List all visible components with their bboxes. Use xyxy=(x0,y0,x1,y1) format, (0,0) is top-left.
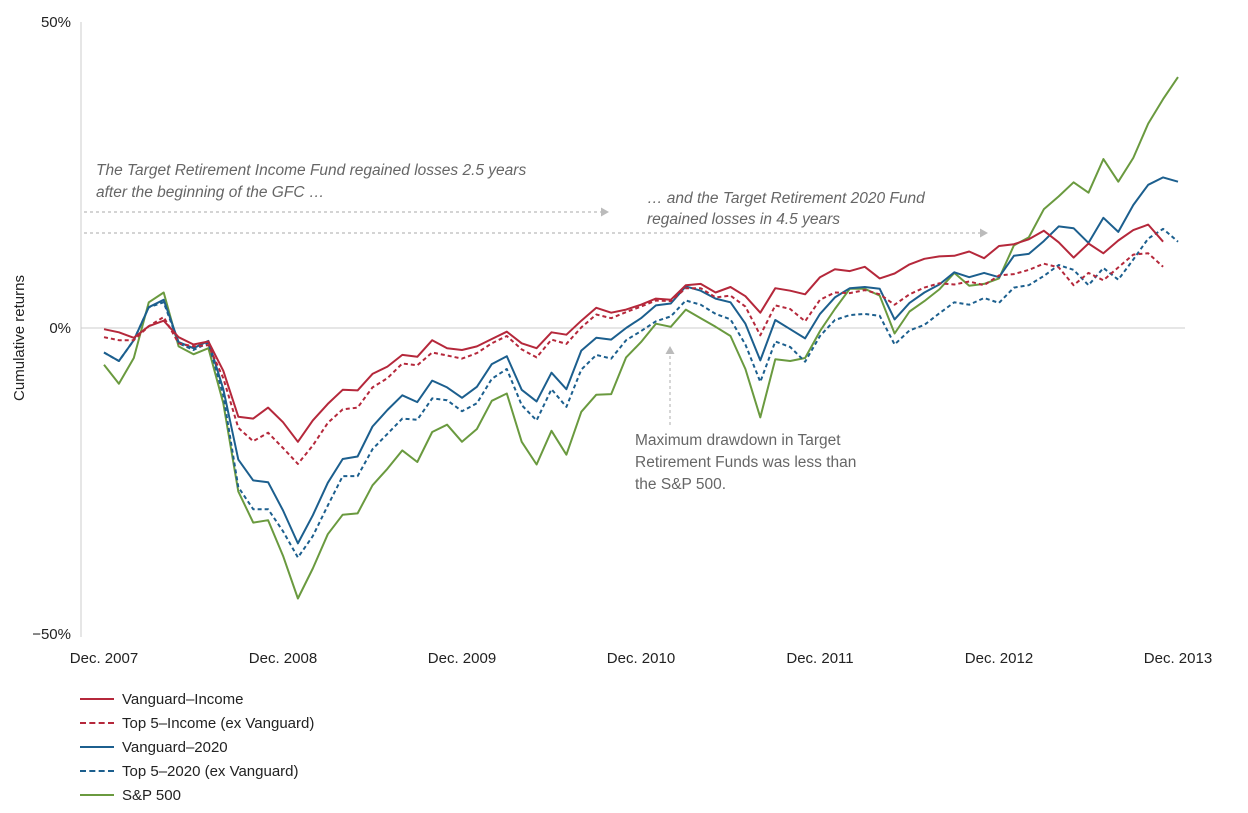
legend-swatch-top5-2020 xyxy=(80,770,114,772)
t2020-recovery-arrowhead xyxy=(980,228,988,238)
x-tick-label: Dec. 2012 xyxy=(965,650,1033,667)
drawdown-arrowhead xyxy=(665,346,675,354)
x-tick-label: Dec. 2013 xyxy=(1144,650,1212,667)
x-tick-label: Dec. 2011 xyxy=(786,650,853,667)
series-line-top-5-2020-ex-vanguard xyxy=(103,227,1179,559)
annotations: The Target Retirement Income Fund regain… xyxy=(96,162,926,493)
series-line-top-5-income-ex-vanguard xyxy=(103,252,1164,465)
legend-item-vanguard-income: Vanguard–Income xyxy=(80,687,314,711)
series-group xyxy=(103,76,1179,600)
line-chart: 50%0%−50% Dec. 2007 Dec. 2008 Dec. 2009 Dec… xyxy=(11,14,1212,667)
drawdown-annotation-line-3: the S&P 500. xyxy=(635,476,726,493)
drawdown-annotation-line-2: Retirement Funds was less than xyxy=(635,454,856,471)
x-tick-labels: Dec. 2007 Dec. 2008 Dec. 2009 Dec. 2010 Dec.… xyxy=(70,650,1212,667)
income-annotation-line-2: after the beginning of the GFC … xyxy=(96,184,324,201)
legend-label-top5-2020: Top 5–2020 (ex Vanguard) xyxy=(122,762,299,780)
series-line-vanguard-2020 xyxy=(103,176,1179,545)
income-annotation-line-1: The Target Retirement Income Fund regain… xyxy=(96,162,526,179)
legend-label-vanguard-income: Vanguard–Income xyxy=(122,690,244,708)
legend-swatch-sp500 xyxy=(80,794,114,796)
t2020-annotation-line-2: regained losses in 4.5 years xyxy=(647,211,840,228)
series-line-s-p-500 xyxy=(103,76,1179,600)
y-tick-labels: 50% 0% −50% xyxy=(32,14,71,643)
legend-label-top5-income: Top 5–Income (ex Vanguard) xyxy=(122,714,315,732)
income-recovery-arrowhead xyxy=(601,207,609,217)
y-tick-label: 50% xyxy=(41,14,71,31)
legend-swatch-top5-income xyxy=(80,722,114,724)
x-tick-label: Dec. 2007 xyxy=(70,650,138,667)
chart-axes xyxy=(80,22,1185,637)
y-tick-label: 0% xyxy=(49,320,71,337)
x-tick-label: Dec. 2010 xyxy=(607,650,675,667)
x-tick-label: Dec. 2008 xyxy=(249,650,317,667)
legend-swatch-vanguard-2020 xyxy=(80,746,114,748)
drawdown-annotation-line-1: Maximum drawdown in Target xyxy=(635,432,841,449)
legend-item-top5-income: Top 5–Income (ex Vanguard) xyxy=(80,711,314,735)
t2020-annotation-line-1: … and the Target Retirement 2020 Fund xyxy=(647,190,926,207)
x-tick-label: Dec. 2009 xyxy=(428,650,496,667)
legend-label-sp500: S&P 500 xyxy=(122,786,181,804)
series-line-vanguard-income xyxy=(103,223,1164,443)
annotation-arrows xyxy=(84,207,988,425)
legend-item-sp500: S&P 500 xyxy=(80,783,314,807)
legend-item-vanguard-2020: Vanguard–2020 xyxy=(80,735,314,759)
legend: Vanguard–Income Top 5–Income (ex Vanguar… xyxy=(80,687,314,807)
y-tick-label: −50% xyxy=(32,626,71,643)
legend-label-vanguard-2020: Vanguard–2020 xyxy=(122,738,228,756)
legend-item-top5-2020: Top 5–2020 (ex Vanguard) xyxy=(80,759,314,783)
legend-swatch-vanguard-income xyxy=(80,698,114,700)
y-axis-label: Cumulative returns xyxy=(11,275,28,401)
